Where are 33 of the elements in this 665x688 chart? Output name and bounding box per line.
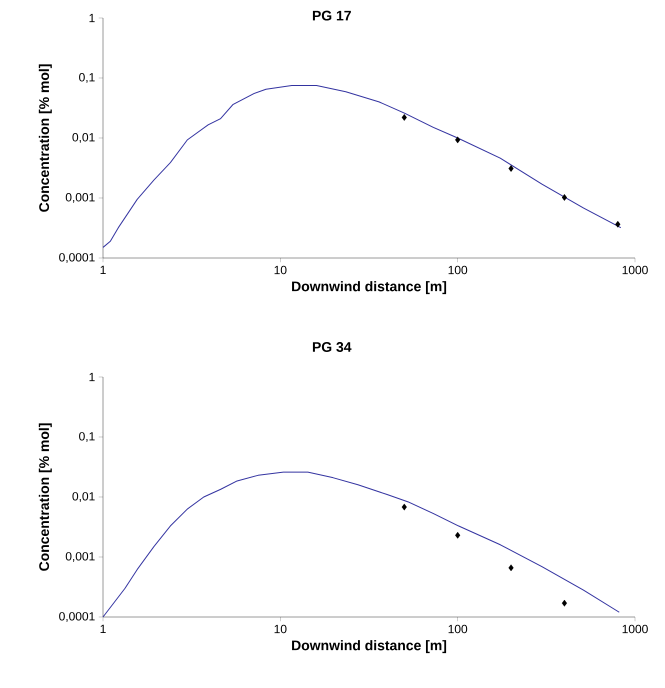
point bbox=[615, 220, 620, 228]
y-tick-label: 0,01 bbox=[72, 492, 95, 502]
point bbox=[562, 194, 568, 201]
x-tick-label: 100 bbox=[448, 266, 468, 274]
chart-title: PG 34 bbox=[312, 342, 352, 352]
point bbox=[455, 532, 460, 539]
x-axis-title: Downwind distance [m] bbox=[292, 281, 446, 294]
y-tick-label: 0,0001 bbox=[59, 612, 95, 622]
x-tick-label: 1000 bbox=[622, 624, 648, 634]
point bbox=[508, 165, 514, 172]
point bbox=[402, 114, 407, 121]
x-tick-label: 10 bbox=[274, 266, 287, 274]
y-tick-label: 0,0001 bbox=[59, 253, 95, 263]
point bbox=[562, 600, 568, 607]
x-tick-label: 100 bbox=[448, 624, 468, 634]
y-axis-title: Concentration [% mol] bbox=[38, 423, 52, 571]
y-tick-label: 1 bbox=[89, 14, 95, 22]
x-tick-label: 1 bbox=[100, 266, 106, 274]
y-tick-label: 0,1 bbox=[79, 432, 95, 442]
y-tick-label: 1 bbox=[89, 372, 95, 382]
y-axis-title: Concentration [% mol] bbox=[38, 64, 52, 212]
x-axis-title: Downwind distance [m] bbox=[292, 640, 446, 654]
point bbox=[455, 136, 460, 144]
chart-title: PG 17 bbox=[312, 10, 351, 21]
point bbox=[508, 564, 514, 572]
y-tick-label: 0,001 bbox=[66, 193, 95, 203]
y-tick-label: 0,001 bbox=[66, 552, 95, 562]
point bbox=[402, 504, 407, 510]
x-tick-label: 1 bbox=[100, 624, 106, 633]
y-tick-label: 0,1 bbox=[79, 73, 95, 83]
x-tick-label: 10 bbox=[274, 624, 287, 634]
x-tick-label: 1000 bbox=[622, 266, 648, 274]
y-tick-label: 0,01 bbox=[72, 133, 95, 143]
